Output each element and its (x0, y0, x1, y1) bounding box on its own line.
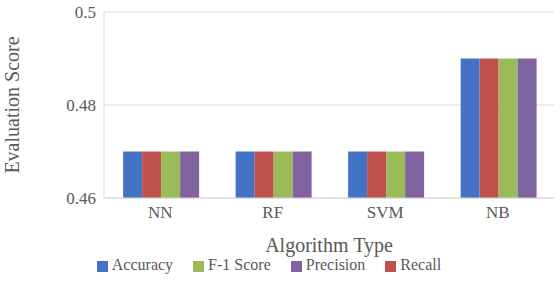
html-text:Recall: Recall (400, 256, 442, 273)
svg-text:0.48: 0.48 (66, 96, 96, 115)
svg-text:0.5: 0.5 (75, 3, 96, 22)
svg-text:NN: NN (148, 203, 173, 222)
html-text:Accuracy: Accuracy (111, 256, 174, 273)
html-text:Precision: Precision (305, 256, 366, 273)
svg-text:RF: RF (262, 203, 283, 222)
svg-text:Evaluation Score: Evaluation Score (8, 36, 23, 173)
svg-text:SVM: SVM (367, 203, 404, 222)
html-text:F-1 Score: F-1 Score (208, 256, 271, 273)
svg-text:0.46: 0.46 (66, 189, 96, 208)
svg-text:NB: NB (486, 203, 510, 222)
svg-text:Algorithm Type: Algorithm Type (265, 234, 393, 257)
